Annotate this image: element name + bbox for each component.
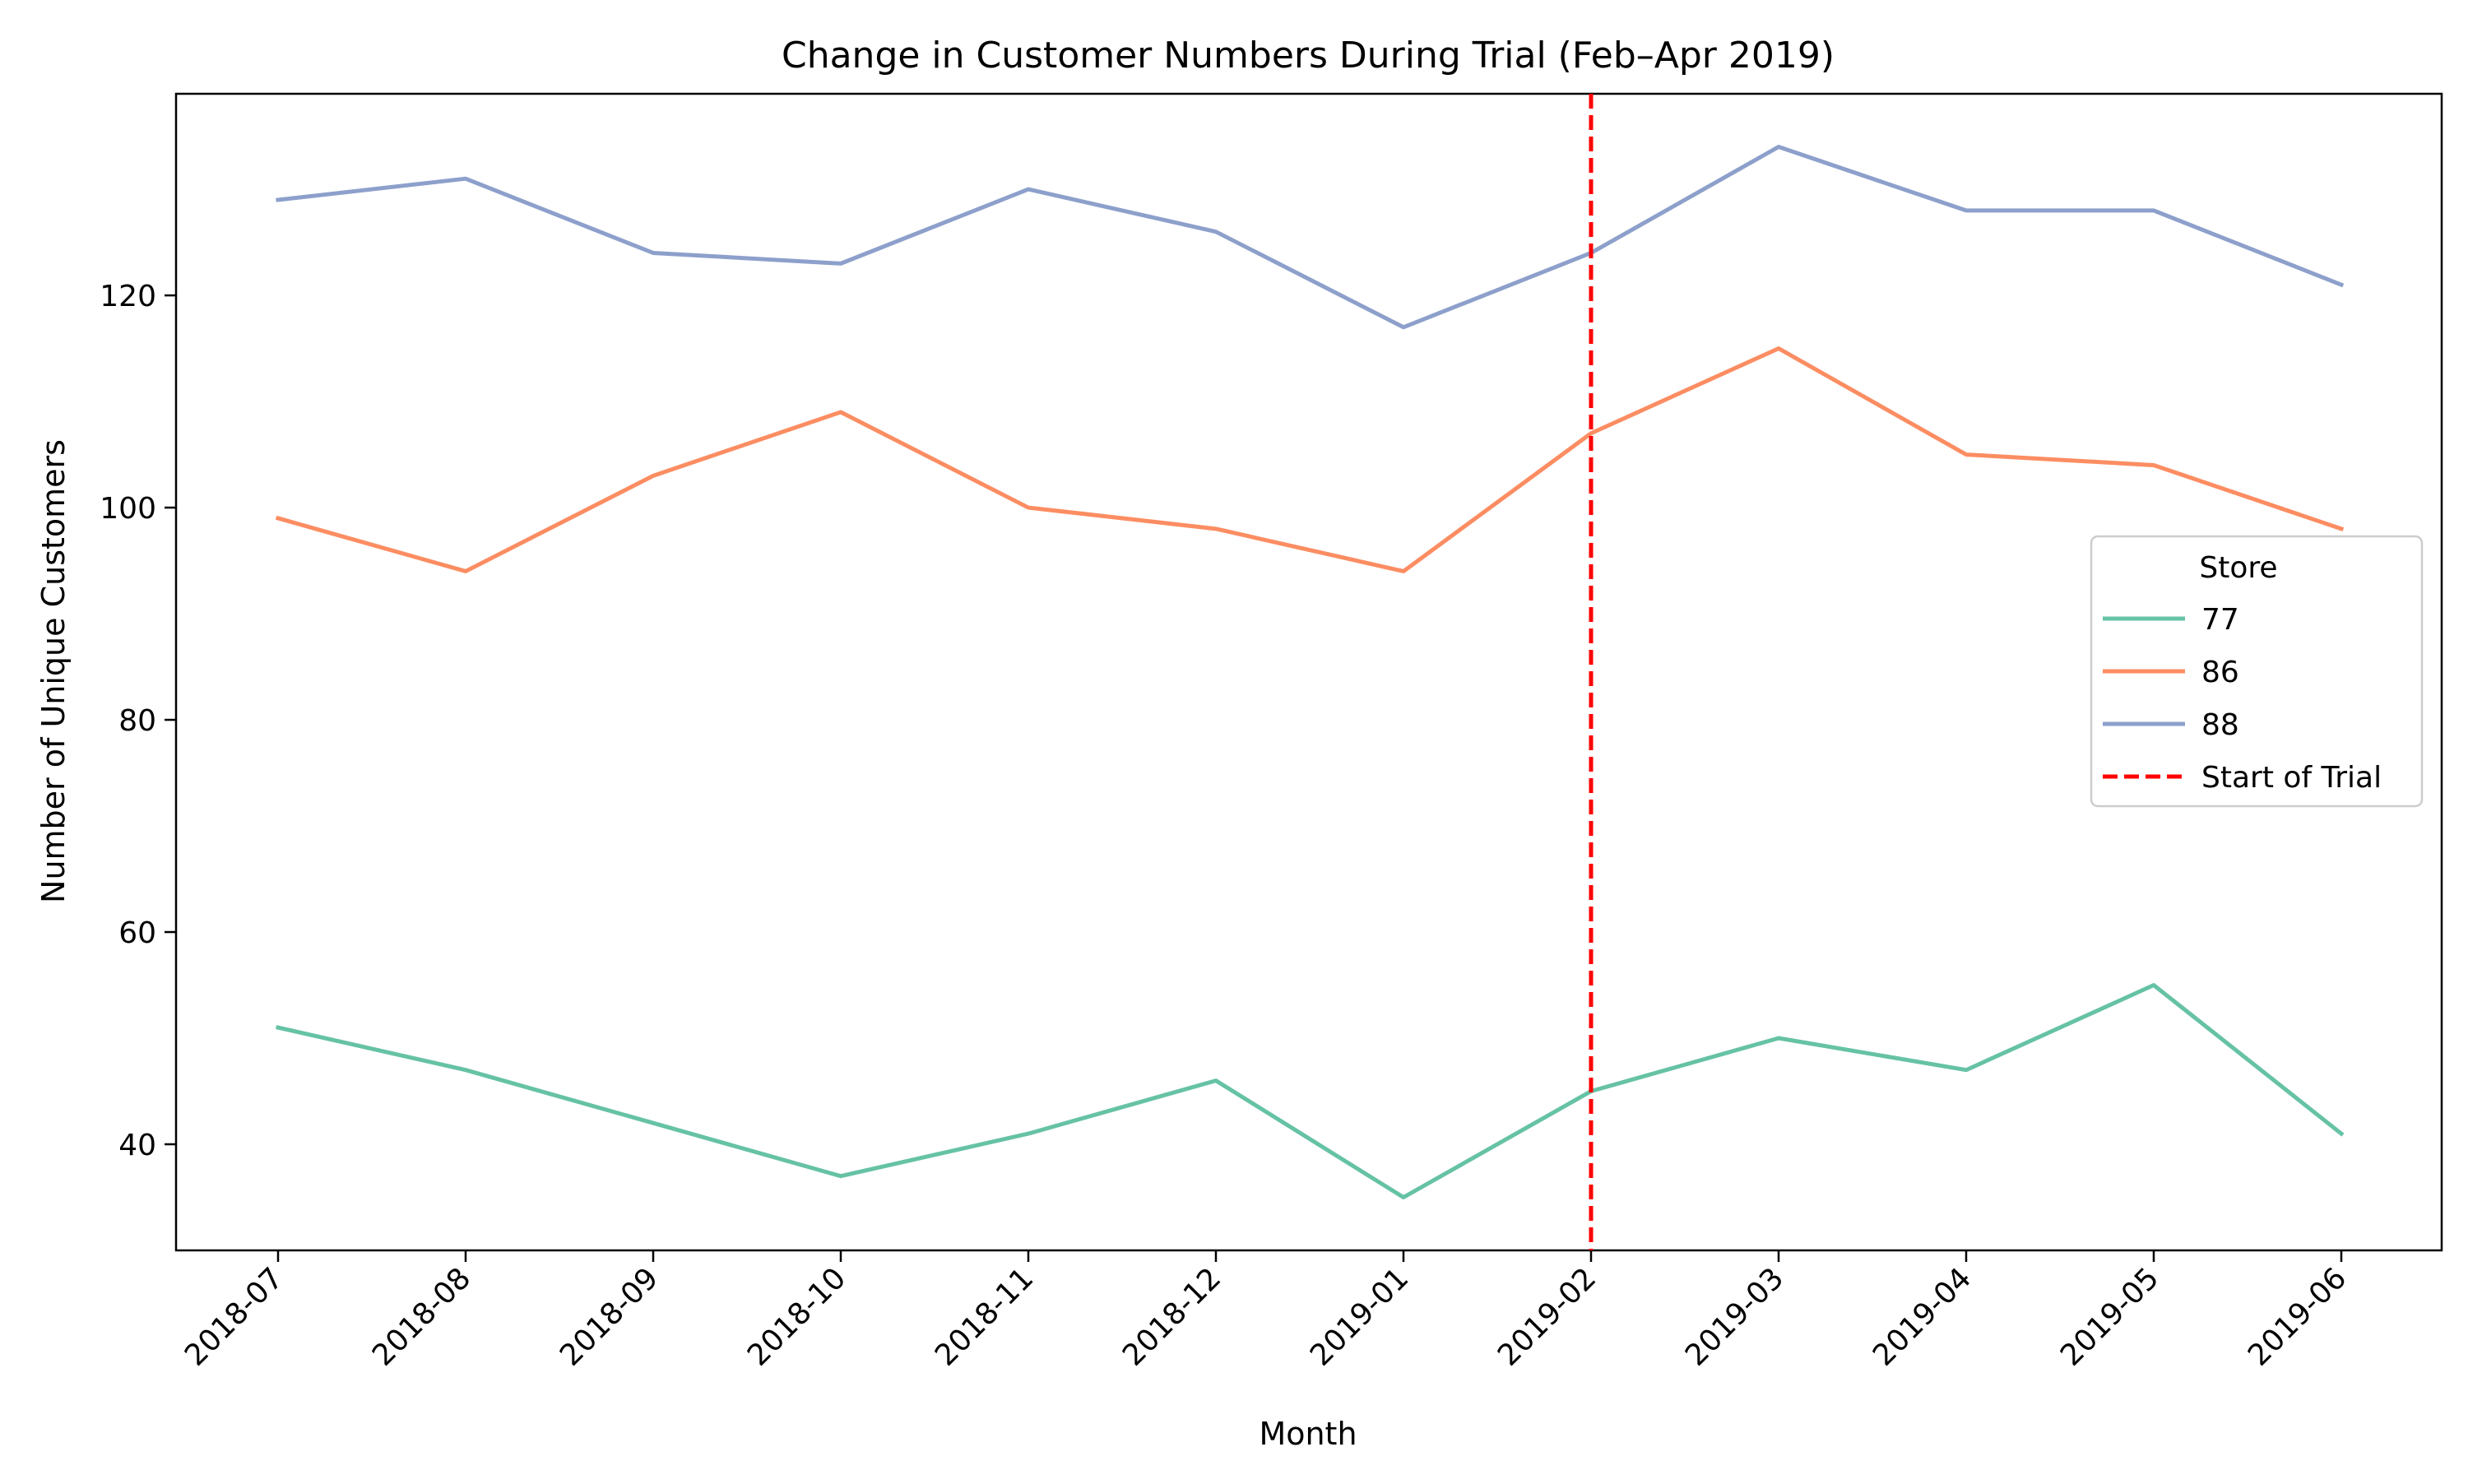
- y-tick-label: 100: [100, 492, 156, 526]
- legend-label: 88: [2201, 708, 2239, 742]
- legend-box: [2090, 535, 2424, 808]
- legend-label: Start of Trial: [2201, 761, 2382, 795]
- x-tick-label: 2019-06: [2242, 1261, 2353, 1372]
- plot-frame: [174, 92, 2443, 1252]
- x-tick-label: 2018-07: [179, 1261, 290, 1372]
- y-tick-label: 80: [118, 704, 156, 738]
- x-tick-label: 2019-05: [2054, 1261, 2165, 1372]
- y-tick-label: 120: [100, 280, 156, 313]
- x-tick-label: 2019-02: [1491, 1261, 1603, 1372]
- series-line-86: [275, 346, 2345, 573]
- legend-label: 86: [2201, 656, 2239, 689]
- chart-title: Change in Customer Numbers During Trial …: [782, 35, 1835, 77]
- y-axis-label: Number of Unique Customers: [35, 439, 72, 903]
- x-tick-label: 2018-09: [554, 1261, 665, 1372]
- series-line-77: [276, 983, 2345, 1200]
- x-tick-label: 2018-08: [366, 1261, 477, 1372]
- y-tick-label: 40: [118, 1129, 156, 1162]
- series-line-88: [276, 144, 2345, 330]
- x-tick-label: 2018-10: [741, 1261, 852, 1372]
- x-tick-label: 2018-12: [1116, 1261, 1227, 1372]
- x-tick-label: 2019-04: [1867, 1261, 1978, 1372]
- legend: Store 77 86 88 Start of Trial: [2090, 535, 2424, 808]
- y-tick-label: 60: [118, 916, 156, 950]
- legend-label: 77: [2201, 603, 2239, 637]
- legend-title: Store: [2199, 551, 2277, 585]
- x-tick-label: 2019-01: [1304, 1261, 1415, 1372]
- x-tick-label: 2019-03: [1679, 1261, 1790, 1372]
- x-tick-label: 2018-11: [929, 1261, 1040, 1372]
- x-axis-label: Month: [1259, 1416, 1357, 1452]
